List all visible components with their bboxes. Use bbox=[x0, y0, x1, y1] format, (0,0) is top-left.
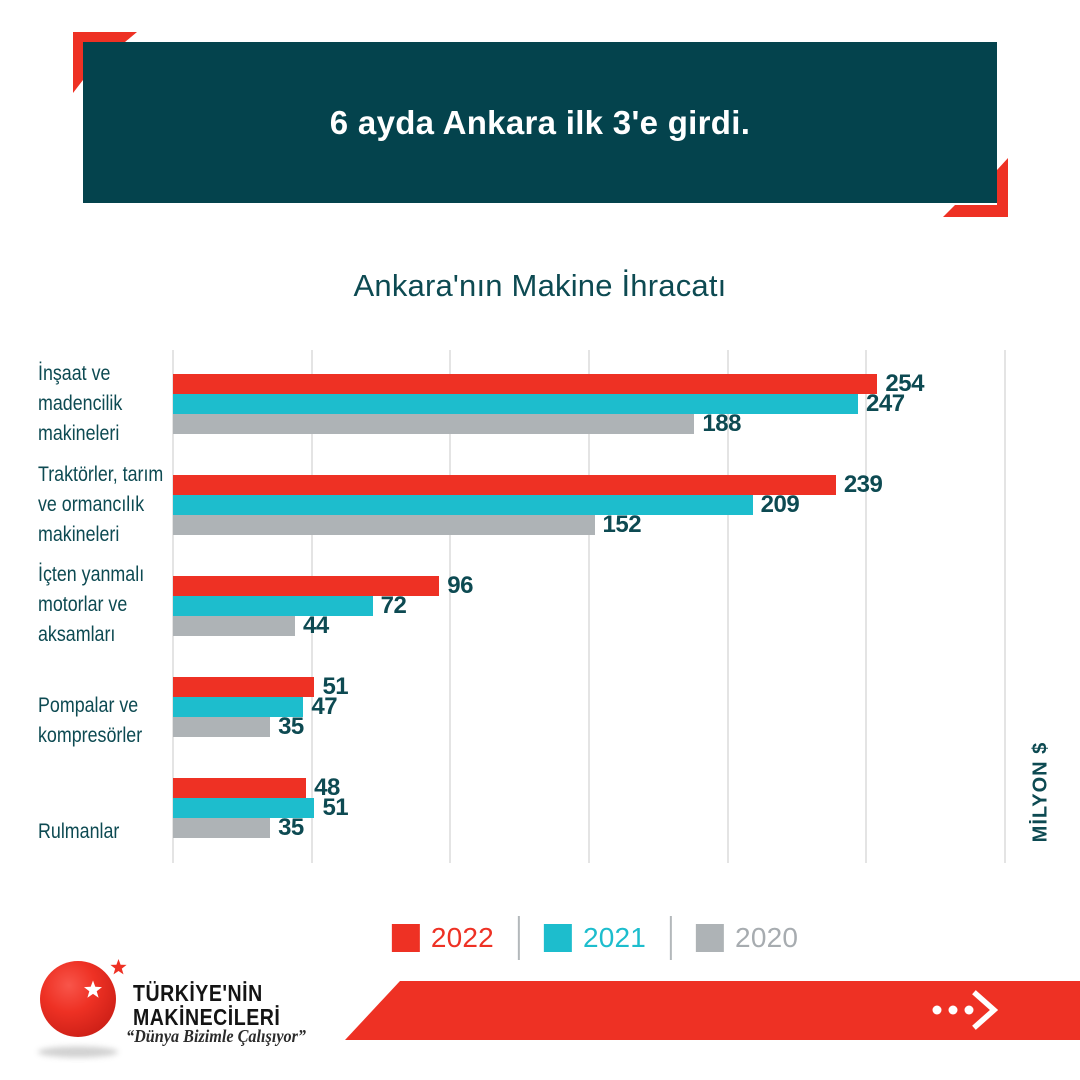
brand-logo bbox=[38, 959, 127, 1058]
gridline-100 bbox=[449, 350, 452, 863]
category-label-line: ve ormancılık bbox=[38, 493, 145, 516]
logo-title-line1: TÜRKİYE'NİN bbox=[133, 980, 263, 1006]
legend-swatch-2020 bbox=[696, 924, 725, 952]
bar-2021 bbox=[173, 596, 373, 616]
category-label-line: İnşaat ve bbox=[38, 362, 111, 385]
bar-value-2021: 247 bbox=[866, 390, 905, 417]
legend-label-2021: 2021 bbox=[582, 922, 647, 953]
legend-item-2021: 2021 bbox=[543, 922, 647, 954]
category-label: İçten yanmalı motorlar ve aksamları bbox=[38, 560, 155, 650]
category-label: Traktörler, tarım ve ormancılık makineleri bbox=[38, 460, 164, 550]
gridline-300 bbox=[1004, 350, 1006, 863]
legend-label-2020: 2020 bbox=[735, 922, 799, 953]
bar-value-2022: 51 bbox=[322, 673, 349, 700]
category-label-line: İçten yanmalı bbox=[38, 563, 145, 586]
legend-item-2020: 2020 bbox=[696, 922, 798, 954]
footer-arrow-banner bbox=[345, 981, 1080, 1040]
bar-2020 bbox=[173, 515, 595, 535]
chart-title: Ankara'nın Makine İhracatı bbox=[353, 268, 727, 303]
category-label-line: makineleri bbox=[38, 422, 120, 445]
bar-2020 bbox=[173, 414, 695, 434]
category-label: Pompalar ve kompresörler bbox=[38, 691, 155, 751]
legend-separator bbox=[670, 916, 673, 960]
category-label-line: Pompalar ve bbox=[38, 694, 139, 717]
category-label: Rulmanlar bbox=[38, 817, 155, 847]
category-label-line: motorlar ve bbox=[38, 593, 128, 616]
bar-2022 bbox=[173, 576, 440, 596]
logo-shadow bbox=[38, 1046, 118, 1058]
bar-value-2021: 51 bbox=[322, 794, 349, 821]
legend-swatch-2021 bbox=[543, 924, 572, 952]
bar-2020 bbox=[173, 616, 296, 636]
bar-value-2022: 48 bbox=[314, 774, 340, 801]
bar-chart-plot: İnşaat ve madencilik makineleri 254 247 188 Tr… bbox=[38, 350, 1006, 863]
logo-globe bbox=[40, 961, 116, 1037]
bar-value-2022: 254 bbox=[885, 370, 924, 397]
legend-swatch-2022 bbox=[391, 924, 420, 952]
next-arrow-icon[interactable] bbox=[932, 990, 999, 1030]
bar-2021 bbox=[173, 394, 858, 414]
gridline-150 bbox=[588, 350, 590, 863]
bar-value-2020: 188 bbox=[702, 410, 741, 437]
gridline-200 bbox=[726, 350, 729, 863]
bar-value-2020: 152 bbox=[602, 511, 642, 538]
bar-2021 bbox=[173, 495, 753, 515]
logo-star-red-icon bbox=[110, 959, 127, 975]
bar-2020 bbox=[173, 818, 271, 838]
category-label-line: Traktörler, tarım bbox=[38, 463, 164, 486]
category-label-line: makineleri bbox=[38, 523, 120, 546]
legend-separator bbox=[517, 916, 520, 960]
bar-value-2021: 72 bbox=[380, 592, 407, 619]
bar-2020 bbox=[173, 717, 271, 737]
bar-value-2020: 35 bbox=[278, 713, 304, 740]
header-title: 6 ayda Ankara ilk 3'e girdi. bbox=[329, 103, 751, 141]
bar-2022 bbox=[173, 475, 836, 495]
bar-2021 bbox=[173, 798, 315, 818]
bar-2022 bbox=[173, 677, 315, 697]
legend-item-2022: 2022 bbox=[391, 922, 494, 954]
chart-legend: 2022 2021 2020 bbox=[391, 916, 798, 960]
bar-value-2021: 47 bbox=[311, 693, 338, 720]
axis-unit-label: MİLYON $ bbox=[1029, 741, 1052, 843]
category-label: İnşaat ve madencilik makineleri bbox=[38, 359, 155, 449]
logo-tagline: “Dünya Bizimle Çalışıyor” bbox=[126, 1026, 307, 1046]
category-label-line: madencilik bbox=[38, 392, 123, 415]
bar-2021 bbox=[173, 697, 304, 717]
bar-value-2022: 96 bbox=[447, 572, 473, 599]
category-label-line: kompresörler bbox=[38, 724, 143, 747]
bar-value-2020: 35 bbox=[278, 814, 304, 841]
bar-value-2020: 44 bbox=[303, 612, 329, 639]
logo-title-line2: MAKİNECİLERİ bbox=[133, 1004, 281, 1030]
bar-2022 bbox=[173, 778, 307, 798]
bar-value-2022: 239 bbox=[843, 471, 883, 498]
bar-2022 bbox=[173, 374, 878, 394]
gridline-250 bbox=[865, 350, 868, 863]
category-label-line: Rulmanlar bbox=[38, 820, 120, 843]
header-banner: 6 ayda Ankara ilk 3'e girdi. bbox=[83, 42, 997, 203]
category-label-line: aksamları bbox=[38, 623, 116, 646]
bar-value-2021: 209 bbox=[760, 491, 800, 518]
logo-star-white-icon bbox=[84, 980, 102, 998]
legend-label-2022: 2022 bbox=[430, 922, 494, 953]
